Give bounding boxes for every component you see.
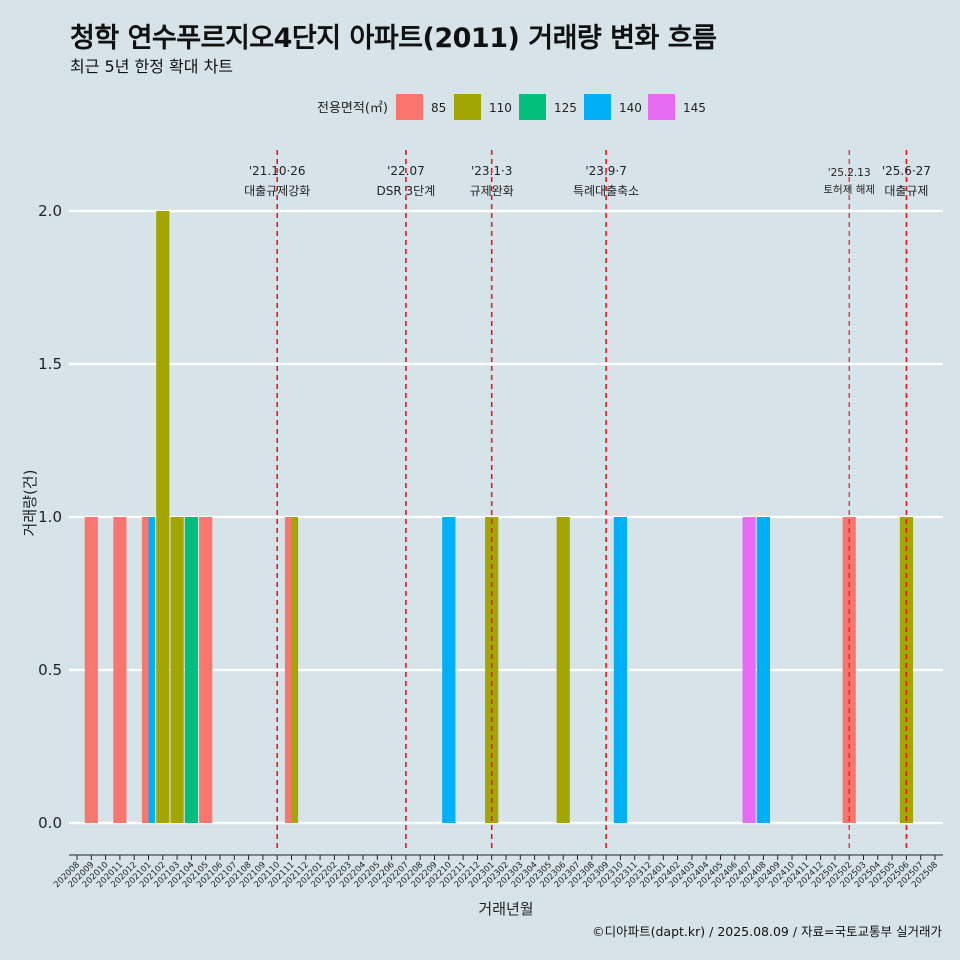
legend-label: 125 xyxy=(554,101,577,115)
legend-label: 145 xyxy=(683,101,706,115)
chart-title: 청학 연수푸르지오4단지 아파트(2011) 거래량 변화 흐름 xyxy=(70,23,717,54)
legend-label: 85 xyxy=(431,101,446,115)
event-date: '22.07 xyxy=(387,164,425,178)
legend-swatch xyxy=(396,94,423,120)
bar-125-202104 xyxy=(184,517,198,823)
x-axis-title: 거래년월 xyxy=(478,900,533,918)
y-axis-title: 거래량(건) xyxy=(21,470,39,537)
y-tick-label: 1.5 xyxy=(38,355,62,373)
legend-label: 110 xyxy=(489,101,512,115)
event-label: 특례대출축소 xyxy=(573,184,639,198)
legend-title: 전용면적(㎡) xyxy=(317,101,388,116)
legend-item-110: 110 xyxy=(454,94,512,120)
event-date: '23.9·7 xyxy=(585,164,626,178)
bar-85-202105 xyxy=(199,517,213,823)
legend-swatch xyxy=(648,94,675,120)
bar-110-202102 xyxy=(156,211,170,823)
chart-subtitle: 최근 5년 한정 확대 차트 xyxy=(70,57,234,76)
bar-140-202310 xyxy=(613,517,627,823)
legend-swatch xyxy=(519,94,546,120)
bar-140-202408 xyxy=(756,517,770,823)
y-tick-label: 1.0 xyxy=(38,508,62,526)
bar-110-202103 xyxy=(170,517,184,823)
event-date: '25.2.13 xyxy=(828,167,871,179)
bar-140-202210 xyxy=(442,517,456,823)
event-date: '21.10·26 xyxy=(249,164,306,178)
legend-item-125: 125 xyxy=(519,94,577,120)
legend-swatch xyxy=(454,94,481,120)
bar-85-202009 xyxy=(84,517,98,823)
y-tick-label: 0.0 xyxy=(38,814,62,832)
event-date: '23.1·3 xyxy=(471,164,512,178)
event-date: '25.6·27 xyxy=(882,164,931,178)
event-label: 규제완화 xyxy=(470,184,514,198)
legend-label: 140 xyxy=(619,101,642,115)
bar-110-202506 xyxy=(899,517,913,823)
bar-85-202101 xyxy=(141,517,149,823)
y-tick-label: 2.0 xyxy=(38,202,62,220)
legend-swatch xyxy=(584,94,611,120)
bar-140-202101 xyxy=(148,517,156,823)
event-label: 대출규제 xyxy=(884,184,928,198)
y-tick-label: 0.5 xyxy=(38,661,62,679)
bar-110-202301 xyxy=(485,517,499,823)
bar-110-202111 xyxy=(291,517,299,823)
legend: 전용면적(㎡) 85 110 125 140 145 xyxy=(317,94,706,120)
bar-110-202306 xyxy=(556,517,570,823)
bar-85-202011 xyxy=(113,517,127,823)
legend-item-145: 145 xyxy=(648,94,706,120)
event-label: DSR 3단계 xyxy=(377,184,436,198)
event-label: 대출규제강화 xyxy=(244,184,310,198)
source-caption: ©디아파트(dapt.kr) / 2025.08.09 / 자료=국토교통부 실… xyxy=(592,924,942,939)
legend-item-140: 140 xyxy=(584,94,642,120)
legend-item-85: 85 xyxy=(396,94,446,120)
bar-145-202407 xyxy=(742,517,756,823)
event-label: 토허제 해제 xyxy=(823,183,875,196)
bar-85-202111 xyxy=(284,517,292,823)
bar-85-202502 xyxy=(842,517,856,823)
